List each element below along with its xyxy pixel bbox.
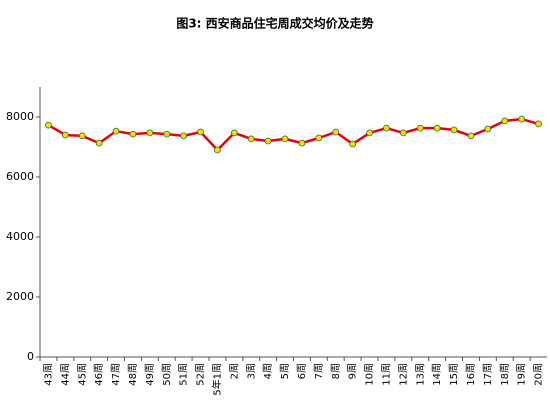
chart-title: 图3: 西安商品住宅周成交均价及走势 xyxy=(176,16,373,31)
marker xyxy=(484,125,492,133)
x-tick-label: 45周 xyxy=(76,363,88,386)
x-tick-label: 5周 xyxy=(279,363,291,379)
marker xyxy=(214,146,221,154)
x-tick-label: 13周 xyxy=(414,363,426,386)
x-tick-label: 46周 xyxy=(93,363,105,386)
x-tick-label: 6周 xyxy=(296,363,308,379)
x-tick-label: 8周 xyxy=(330,363,342,379)
marker xyxy=(197,128,204,136)
marker xyxy=(349,140,357,148)
x-tick-label: 44周 xyxy=(59,363,71,386)
x-tick-label: 12周 xyxy=(397,363,409,386)
marker xyxy=(535,120,542,128)
marker xyxy=(332,128,340,136)
x-tick-label: 10周 xyxy=(364,363,376,386)
marker xyxy=(230,129,238,137)
x-tick-label: 18周 xyxy=(499,363,511,386)
marker xyxy=(180,132,188,140)
marker xyxy=(416,124,424,132)
x-tick-label: 17周 xyxy=(482,363,494,386)
x-tick-label: 49周 xyxy=(144,363,156,386)
x-tick-label: 47周 xyxy=(110,363,122,386)
y-tick-label: 8000 xyxy=(6,110,34,123)
x-tick-label: 20周 xyxy=(533,363,545,386)
marker xyxy=(61,131,69,139)
x-tick-label: 9周 xyxy=(347,363,359,379)
marker xyxy=(247,135,255,143)
x-tick-label: 51周 xyxy=(178,363,190,386)
marker xyxy=(281,135,289,143)
x-tick-label: 19周 xyxy=(516,363,528,386)
marker xyxy=(45,121,52,129)
y-tick-label: 4000 xyxy=(6,230,34,243)
marker xyxy=(264,137,272,145)
x-tick-label: 15周 xyxy=(448,363,460,386)
marker xyxy=(399,129,407,137)
x-tick-label: 3周 xyxy=(245,363,257,379)
marker xyxy=(95,139,103,147)
x-tick-label: 43周 xyxy=(42,363,54,386)
x-tick-label: 48周 xyxy=(127,363,139,386)
marker xyxy=(467,132,475,140)
marker xyxy=(129,130,137,138)
x-tick-label: 50周 xyxy=(161,363,173,386)
marker xyxy=(450,126,458,134)
marker xyxy=(518,115,526,123)
x-tick-label: 4周 xyxy=(262,363,274,379)
x-tick-label: 7周 xyxy=(313,363,325,379)
x-tick-label: 14周 xyxy=(431,363,443,386)
x-tick-label: 16周 xyxy=(465,363,477,386)
y-tick-label: 6000 xyxy=(6,170,34,183)
marker xyxy=(383,124,390,132)
marker xyxy=(78,132,86,140)
y-tick-label: 0 xyxy=(27,350,34,363)
marker xyxy=(433,124,441,132)
y-tick-label: 2000 xyxy=(6,290,34,303)
marker xyxy=(366,129,373,137)
x-tick-label: 52周 xyxy=(195,363,207,386)
marker xyxy=(112,127,120,135)
x-tick-label: 2周 xyxy=(228,363,240,379)
marker xyxy=(163,130,171,138)
marker xyxy=(315,134,323,142)
series-line xyxy=(47,117,539,152)
marker xyxy=(501,117,509,125)
marker xyxy=(298,139,306,147)
marker xyxy=(146,129,154,137)
x-tick-label: 5年1周 xyxy=(210,363,223,396)
x-tick-label: 11周 xyxy=(380,363,392,386)
